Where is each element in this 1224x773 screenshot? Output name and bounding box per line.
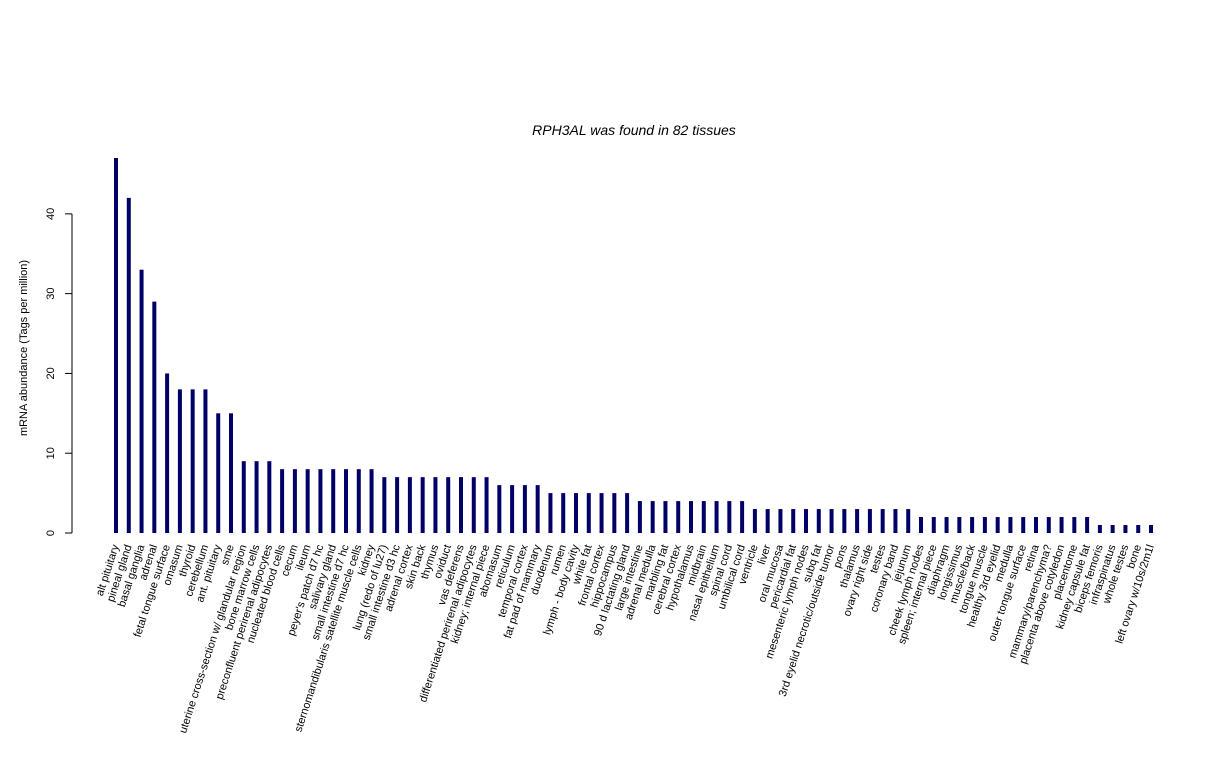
bar xyxy=(510,485,515,533)
bar xyxy=(203,389,208,533)
bar xyxy=(637,501,642,533)
bar xyxy=(190,389,195,533)
bar xyxy=(1136,525,1141,533)
bar xyxy=(893,509,898,533)
bar xyxy=(1072,517,1077,533)
bar xyxy=(701,501,706,533)
bar xyxy=(855,509,860,533)
bar xyxy=(484,477,489,533)
bar xyxy=(816,509,821,533)
bar xyxy=(382,477,387,533)
bar xyxy=(625,493,630,533)
y-tick-label: 0 xyxy=(45,530,57,536)
y-tick-label: 10 xyxy=(45,447,57,459)
bar xyxy=(548,493,553,533)
bar xyxy=(1046,517,1051,533)
bar xyxy=(331,469,336,533)
bar xyxy=(459,477,463,533)
bar xyxy=(867,509,872,533)
bar xyxy=(778,509,783,533)
bar xyxy=(267,461,272,533)
bar xyxy=(612,493,617,533)
bar xyxy=(804,509,808,533)
bar xyxy=(982,517,987,533)
bar xyxy=(727,501,732,533)
bar xyxy=(561,493,566,533)
bar xyxy=(919,517,923,533)
bar xyxy=(229,413,233,533)
bar xyxy=(292,469,297,533)
bar xyxy=(663,501,668,533)
bar xyxy=(714,501,719,533)
bar xyxy=(420,477,425,533)
bar xyxy=(1085,517,1090,533)
bar xyxy=(1110,525,1115,533)
bar xyxy=(1097,525,1102,533)
bar xyxy=(752,509,757,533)
y-tick-label: 30 xyxy=(45,288,57,300)
bar xyxy=(906,509,911,533)
bar xyxy=(535,485,540,533)
bar xyxy=(1008,517,1013,533)
bar xyxy=(740,501,745,533)
bar xyxy=(318,469,323,533)
bars-group xyxy=(114,158,1153,533)
bar xyxy=(241,461,246,533)
bar xyxy=(395,477,400,533)
bar xyxy=(944,517,949,533)
bar xyxy=(497,485,502,533)
bar xyxy=(165,373,170,533)
bar xyxy=(446,477,451,533)
chart-title: RPH3AL was found in 82 tissues xyxy=(532,122,736,138)
bar xyxy=(880,509,885,533)
bar xyxy=(152,301,157,533)
bar xyxy=(280,469,285,533)
bar xyxy=(177,389,182,533)
bar xyxy=(114,158,118,533)
y-axis: 0 10 20 30 40 xyxy=(45,208,73,536)
bar xyxy=(1034,517,1038,533)
bar xyxy=(1059,517,1064,533)
bar xyxy=(970,517,975,533)
y-tick-label: 40 xyxy=(45,208,57,220)
bar xyxy=(650,501,655,533)
bar xyxy=(369,469,374,533)
bar xyxy=(126,197,131,533)
bar xyxy=(216,413,221,533)
bar xyxy=(599,493,604,533)
y-axis-label: mRNA abundance (Tags per million) xyxy=(18,260,30,436)
bar xyxy=(305,469,310,533)
bar xyxy=(356,469,361,533)
bar xyxy=(433,477,438,533)
bar xyxy=(765,509,770,533)
bar xyxy=(139,269,144,533)
bar xyxy=(1123,525,1128,533)
bar xyxy=(254,461,259,533)
bar xyxy=(676,501,681,533)
bar xyxy=(471,477,476,533)
bar xyxy=(829,509,834,533)
bar xyxy=(931,517,936,533)
bar xyxy=(344,469,348,533)
bar xyxy=(689,501,693,533)
bar xyxy=(995,517,1000,533)
bar xyxy=(957,517,962,533)
bar xyxy=(522,485,527,533)
bar xyxy=(842,509,847,533)
bar xyxy=(1021,517,1026,533)
bar xyxy=(1149,525,1153,533)
bar xyxy=(407,477,412,533)
y-tick-label: 20 xyxy=(45,367,57,379)
bar xyxy=(791,509,796,533)
bar xyxy=(574,493,578,533)
bar xyxy=(586,493,591,533)
